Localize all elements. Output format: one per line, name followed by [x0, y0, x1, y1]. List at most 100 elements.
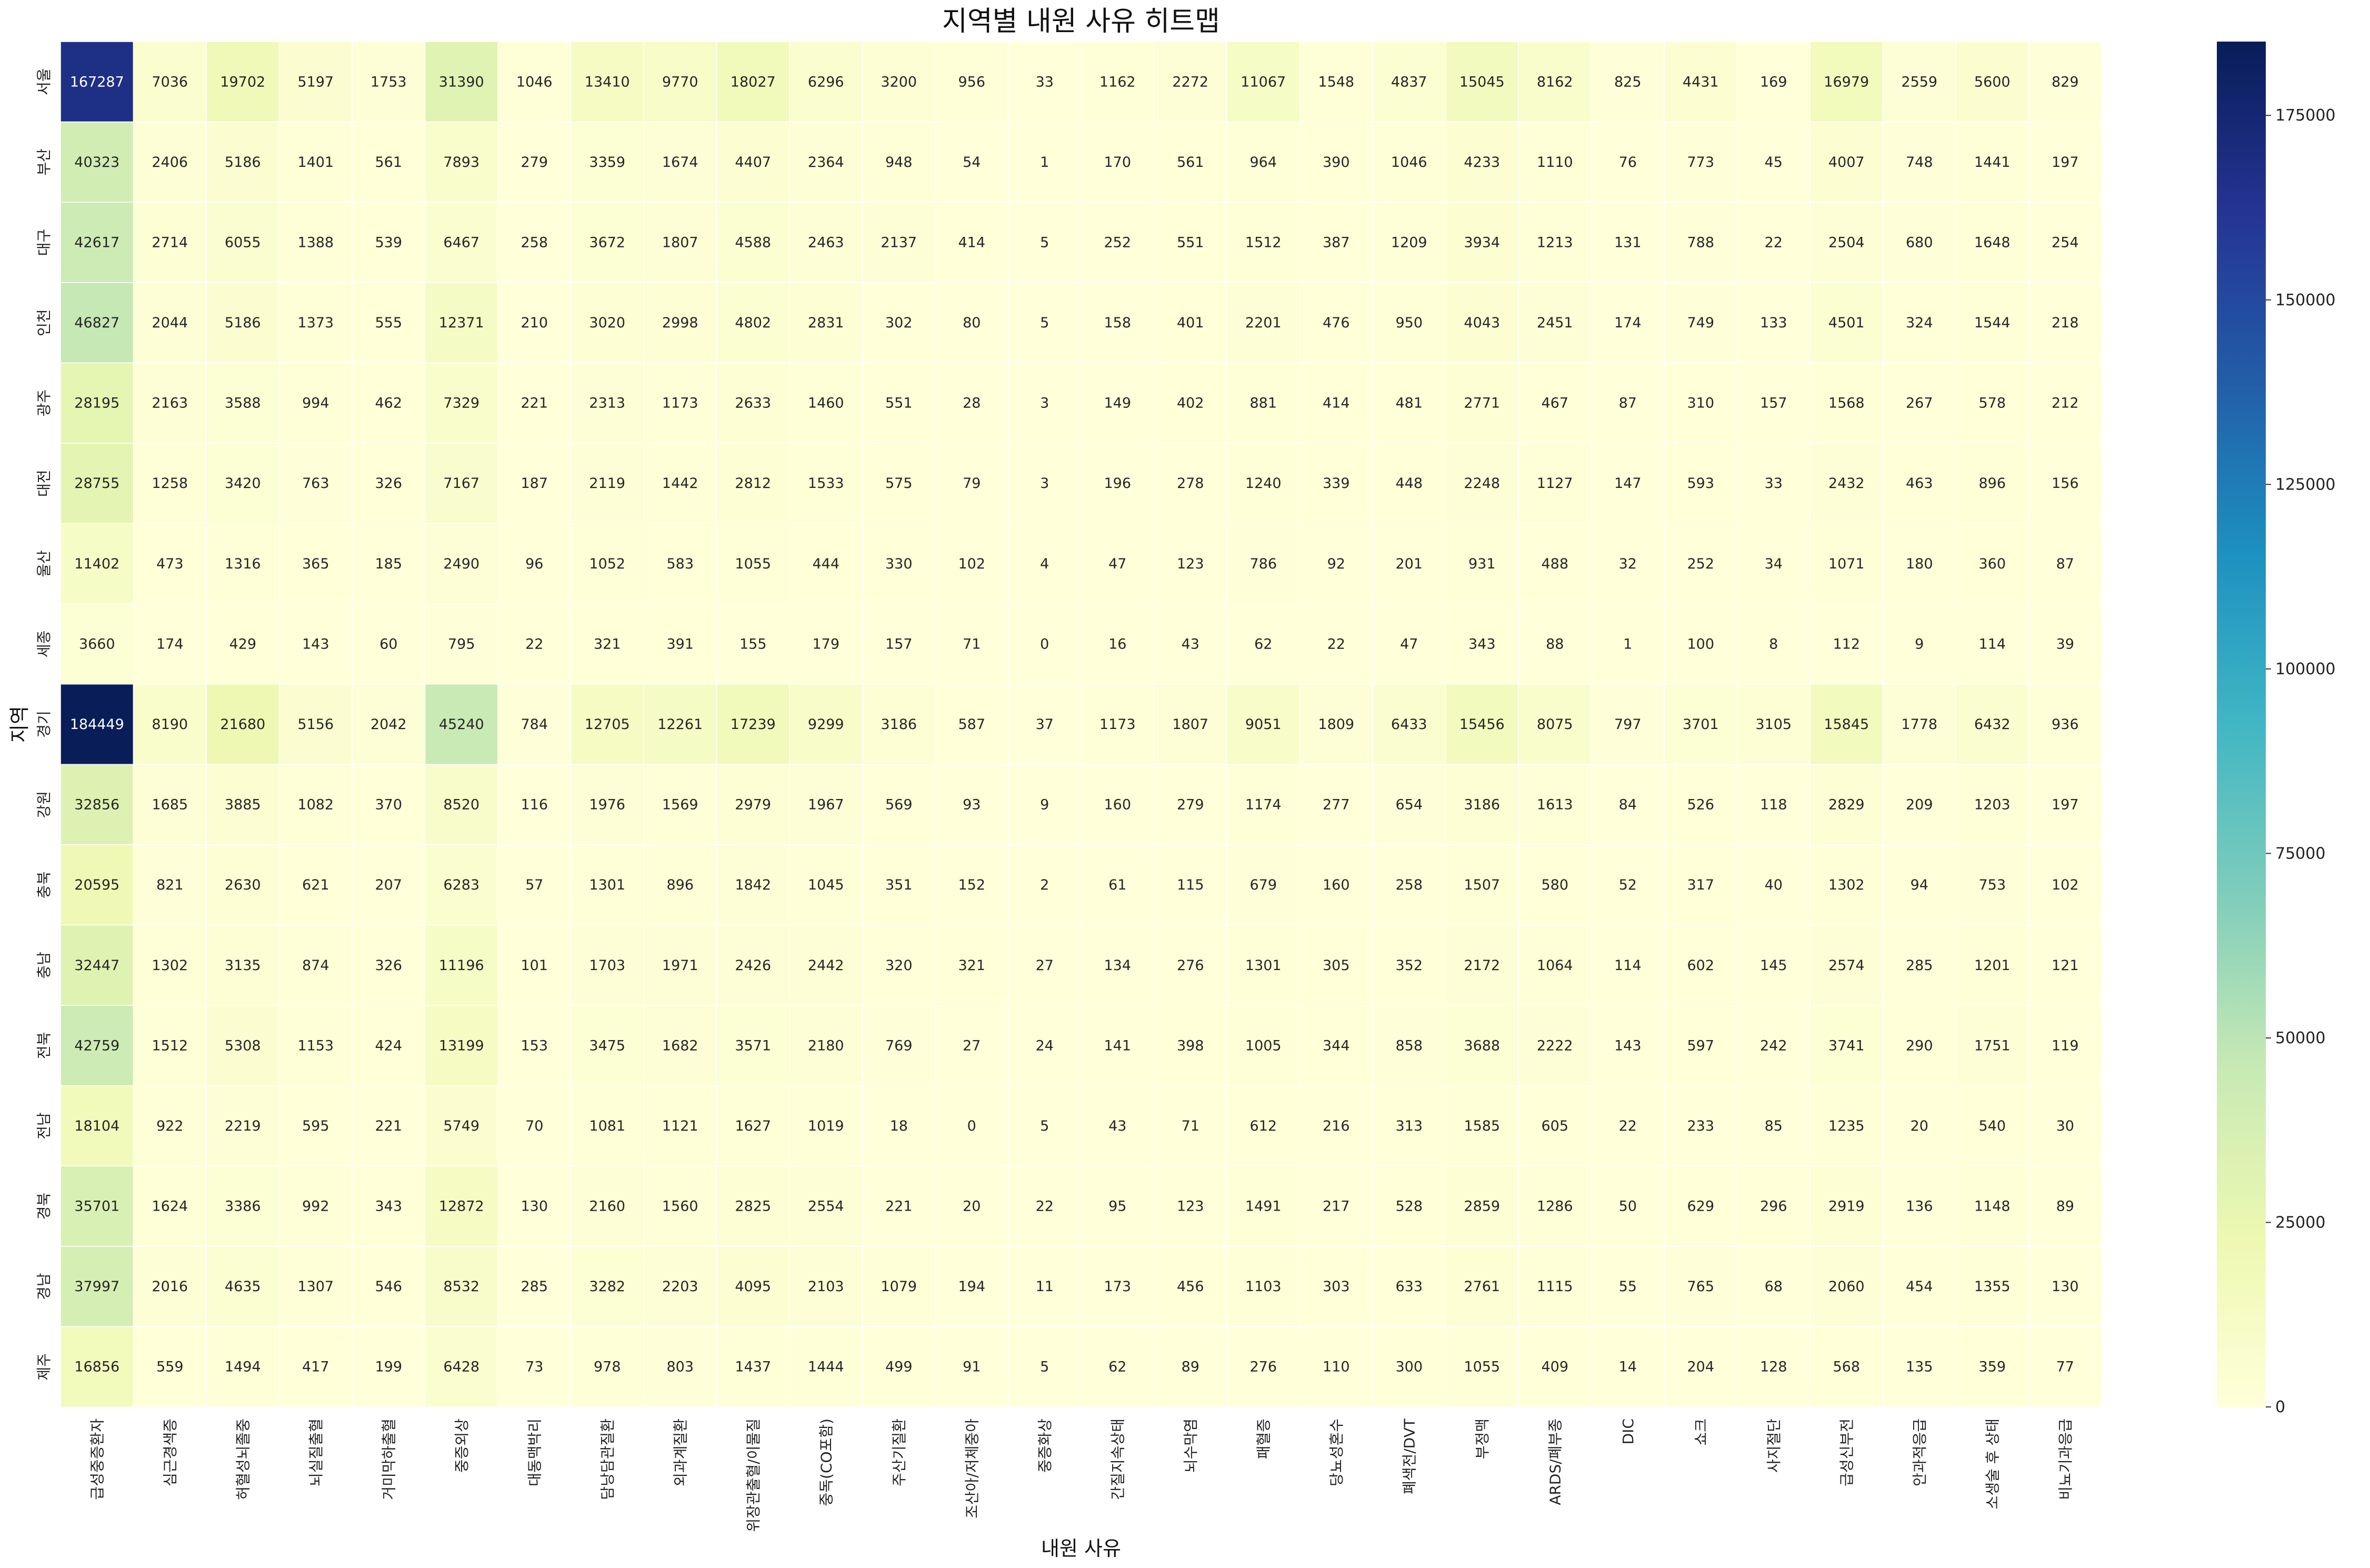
- y-tick-label: 울산: [35, 550, 53, 577]
- heatmap-cell: [206, 443, 280, 524]
- x-tick-label: 허혈성뇌졸중: [234, 1419, 252, 1500]
- heatmap-cell: [1081, 603, 1155, 685]
- heatmap-cell: [1664, 764, 1738, 845]
- cell-value-label: 956: [958, 74, 985, 90]
- cell-value-label: 2163: [152, 395, 188, 412]
- cell-value-label: 1046: [516, 74, 553, 90]
- heatmap-cell: [1445, 282, 1519, 364]
- cell-value-label: 2426: [735, 957, 771, 974]
- heatmap-cell: [1518, 603, 1592, 685]
- cell-value-label: 2859: [1464, 1199, 1500, 1215]
- cell-value-label: 1127: [1537, 475, 1573, 492]
- cell-value-label: 32856: [74, 797, 119, 813]
- heatmap-cell: [716, 202, 790, 283]
- cell-value-label: 169: [1760, 74, 1787, 90]
- cell-value-label: 199: [375, 1359, 402, 1375]
- cell-value-label: 2714: [152, 234, 188, 251]
- cell-value-label: 156: [2052, 475, 2079, 492]
- cell-value-label: 1302: [152, 957, 188, 974]
- cell-value-label: 3701: [1683, 716, 1719, 733]
- cell-value-label: 79: [963, 475, 981, 492]
- heatmap-cell: [1299, 1085, 1373, 1166]
- cell-value-label: 2406: [152, 154, 188, 171]
- heatmap-cell: [206, 41, 280, 123]
- heatmap-cell: [1445, 1005, 1519, 1086]
- cell-value-label: 365: [302, 556, 329, 572]
- x-tick-label: DIC: [1619, 1419, 1637, 1444]
- heatmap-cell: [1153, 1165, 1227, 1247]
- heatmap-cell: [1153, 1326, 1227, 1407]
- cell-value-label: 17239: [731, 716, 776, 733]
- heatmap-cell: [1081, 121, 1155, 203]
- heatmap-cell: [1882, 844, 1956, 926]
- heatmap-cell: [1226, 121, 1301, 203]
- cell-value-label: 343: [1468, 636, 1496, 652]
- chart-title: 지역별 내원 사유 히트맵: [942, 6, 1220, 37]
- heatmap-cell: [206, 764, 280, 845]
- heatmap-cell: [424, 362, 498, 444]
- heatmap-cell: [278, 1005, 353, 1086]
- heatmap-cell: [716, 844, 790, 926]
- cell-value-label: 1307: [297, 1279, 334, 1295]
- cell-value-label: 1153: [297, 1037, 334, 1054]
- heatmap-cell: [935, 924, 1009, 1006]
- y-tick-label: 대구: [35, 229, 53, 256]
- cell-value-label: 2504: [1828, 234, 1865, 251]
- x-tick-label: 주산기질환: [891, 1419, 908, 1486]
- heatmap-cell: [935, 1246, 1009, 1327]
- heatmap-cell: [1007, 1246, 1082, 1327]
- heatmap-cell: [1226, 41, 1301, 123]
- heatmap-cell: [1882, 683, 1956, 765]
- cell-value-label: 1976: [589, 797, 625, 813]
- cell-value-label: 1809: [1318, 716, 1354, 733]
- heatmap-cell: [1882, 924, 1956, 1006]
- heatmap-cell: [1372, 1326, 1446, 1407]
- cell-value-label: 0: [967, 1118, 976, 1134]
- heatmap-cell: [1445, 924, 1519, 1006]
- cell-value-label: 258: [521, 234, 548, 251]
- heatmap-cell: [1664, 41, 1738, 123]
- cell-value-label: 42617: [74, 234, 119, 251]
- heatmap-cell: [1299, 362, 1373, 444]
- cell-value-label: 118: [1760, 797, 1787, 813]
- heatmap-cell: [206, 1246, 280, 1327]
- cell-value-label: 130: [2052, 1279, 2079, 1295]
- heatmap-cell: [1955, 362, 2029, 444]
- cell-value-label: 210: [521, 315, 548, 331]
- heatmap-cell: [643, 924, 717, 1006]
- heatmap-cell: [862, 1246, 936, 1327]
- cell-value-label: 1052: [589, 556, 625, 572]
- heatmap-cell: [643, 1326, 717, 1407]
- heatmap-cell: [1299, 121, 1373, 203]
- cell-value-label: 128: [1760, 1359, 1787, 1375]
- cell-value-label: 4007: [1828, 154, 1865, 171]
- x-tick-label: 안과적응급: [1911, 1419, 1928, 1486]
- heatmap-cell: [570, 1326, 644, 1407]
- cell-value-label: 15845: [1824, 716, 1869, 733]
- cell-value-label: 8190: [152, 716, 188, 733]
- heatmap-cell: [352, 1326, 426, 1407]
- heatmap-cell: [570, 924, 644, 1006]
- heatmap-cell: [1664, 202, 1738, 283]
- cell-value-label: 398: [1177, 1037, 1204, 1054]
- heatmap-cell: [424, 1085, 498, 1166]
- heatmap-cell: [1445, 1165, 1519, 1247]
- heatmap-cell: [1153, 1246, 1227, 1327]
- cell-value-label: 784: [521, 716, 548, 733]
- heatmap-cell: [1736, 603, 1811, 685]
- heatmap-cell: [716, 121, 790, 203]
- cell-value-label: 1355: [1974, 1279, 2011, 1295]
- cell-value-label: 602: [1687, 957, 1714, 974]
- heatmap-cell: [643, 1005, 717, 1086]
- heatmap-cell: [862, 282, 936, 364]
- heatmap-cell: [570, 1005, 644, 1086]
- cell-value-label: 936: [2052, 716, 2079, 733]
- heatmap-cell: [570, 1085, 644, 1166]
- cell-value-label: 22: [1036, 1199, 1054, 1215]
- cell-value-label: 994: [302, 395, 329, 412]
- cell-value-label: 8162: [1537, 74, 1573, 90]
- heatmap-cell: [1518, 683, 1592, 765]
- cell-value-label: 773: [1687, 154, 1714, 171]
- cell-value-label: 87: [1619, 395, 1637, 412]
- cell-value-label: 1494: [225, 1359, 261, 1375]
